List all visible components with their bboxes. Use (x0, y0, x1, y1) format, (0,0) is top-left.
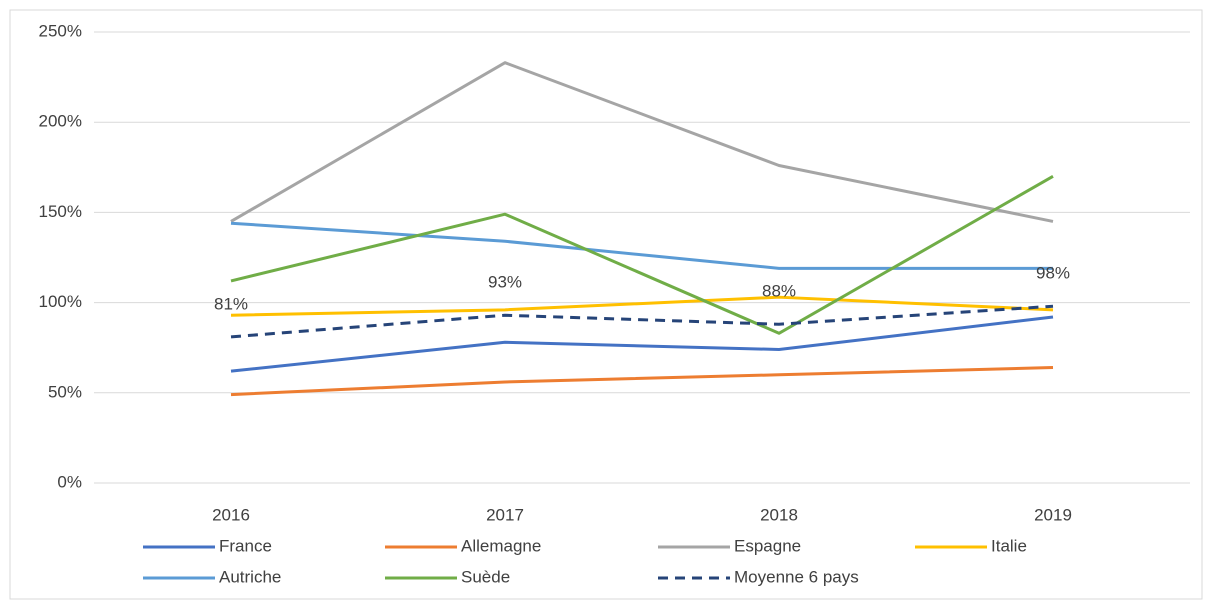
x-tick-label: 2016 (212, 505, 250, 524)
legend-label: Suède (461, 567, 510, 586)
data-label: 93% (488, 273, 522, 292)
legend-label: Autriche (219, 567, 281, 586)
data-label: 88% (762, 282, 796, 301)
x-tick-label: 2017 (486, 505, 524, 524)
legend-label: Allemagne (461, 536, 541, 555)
series-line (230, 221, 1053, 270)
legend-label: France (219, 536, 272, 555)
y-tick-label: 200% (39, 112, 82, 131)
series-line (230, 366, 1054, 397)
y-tick-label: 250% (39, 21, 82, 40)
series-line (230, 315, 1054, 373)
series-line (230, 304, 1054, 339)
data-label: 81% (214, 294, 248, 313)
y-tick-label: 0% (57, 472, 82, 491)
legend-label: Italie (991, 536, 1027, 555)
x-tick-label: 2019 (1034, 505, 1072, 524)
x-tick-label: 2018 (760, 505, 798, 524)
series-line (230, 295, 1054, 317)
series-line (230, 61, 1054, 223)
y-tick-label: 100% (39, 292, 82, 311)
y-tick-label: 150% (39, 202, 82, 221)
series-line (230, 175, 1054, 335)
legend-label: Espagne (734, 536, 801, 555)
y-tick-label: 50% (48, 382, 82, 401)
data-label: 98% (1036, 264, 1070, 283)
legend-label: Moyenne 6 pays (734, 567, 859, 586)
